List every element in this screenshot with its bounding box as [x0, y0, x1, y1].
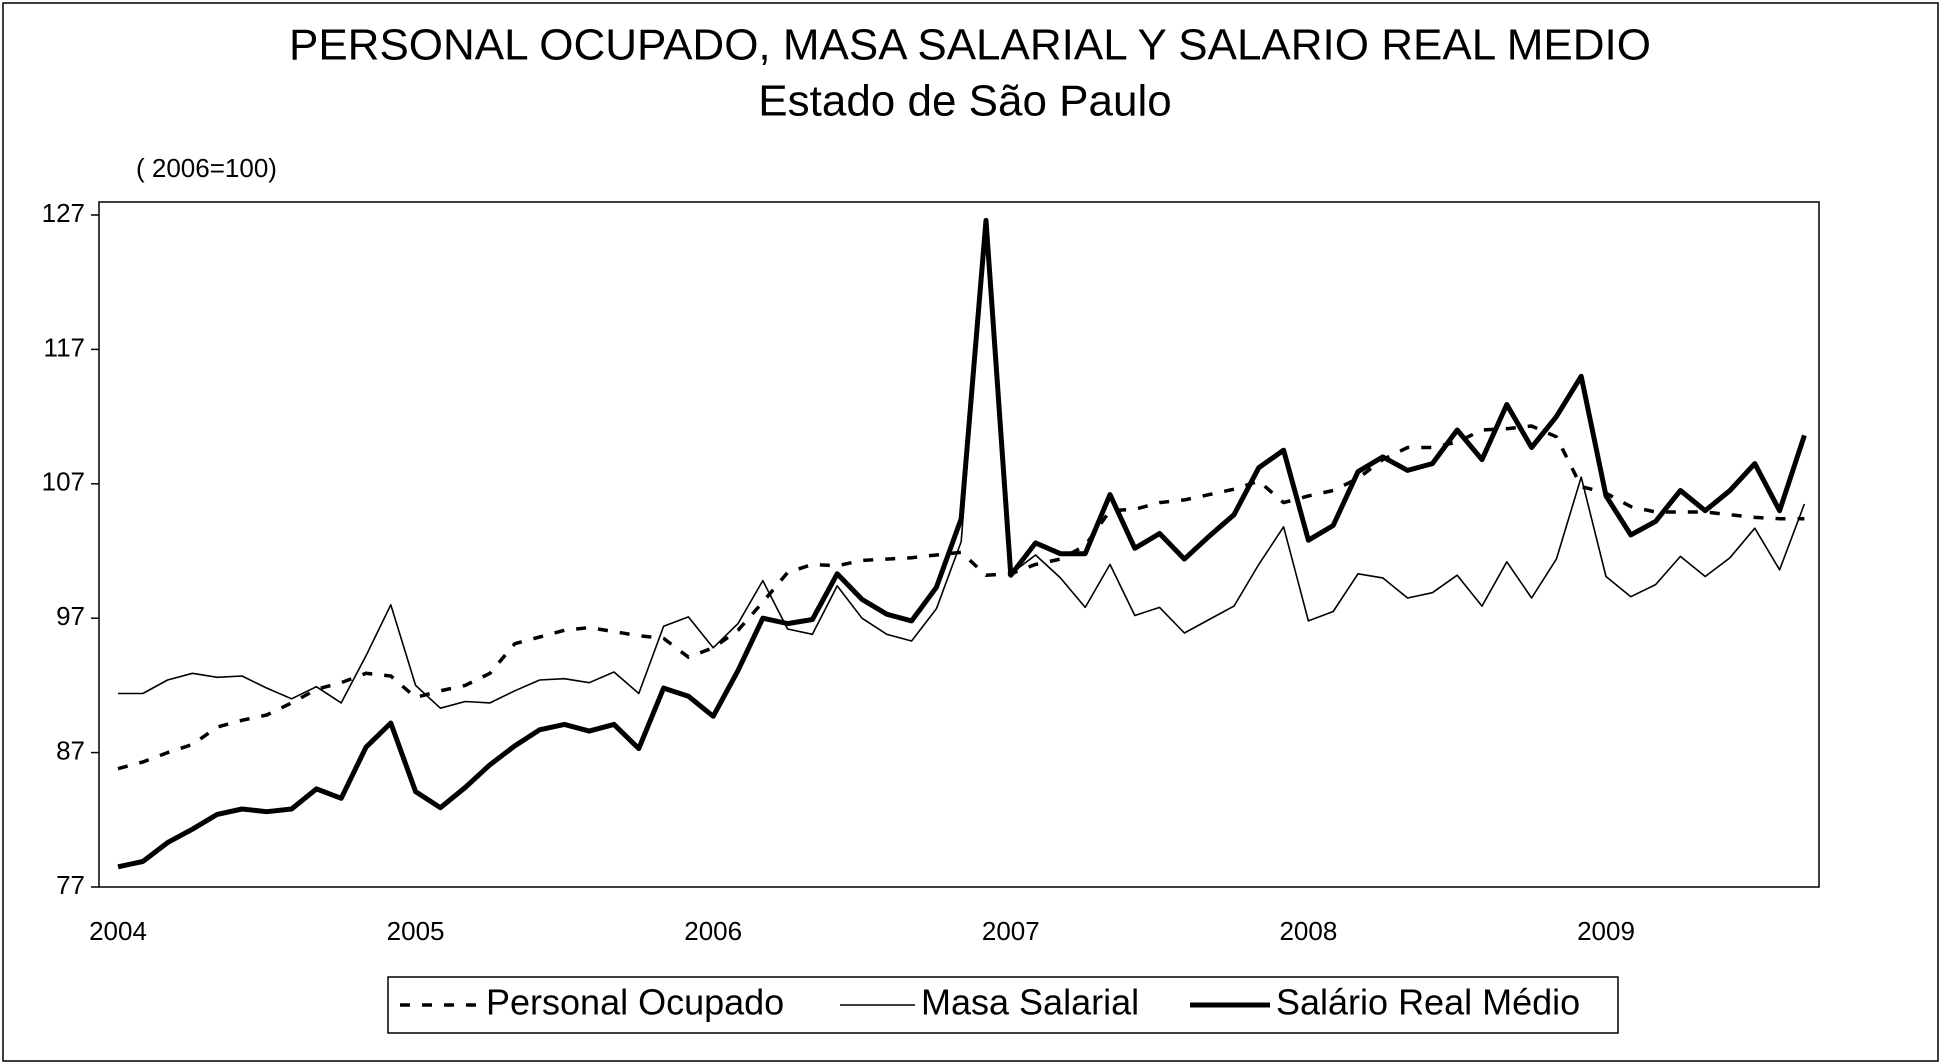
y-tick-label: 127 [42, 198, 85, 228]
legend-label: Salário Real Médio [1276, 982, 1580, 1023]
chart-subtitle: Estado de São Paulo [758, 77, 1171, 126]
x-tick-label: 2005 [387, 916, 445, 946]
y-tick-label: 107 [42, 467, 85, 497]
plot-area [98, 201, 1820, 888]
series-line [117, 217, 1807, 870]
x-tick-label: 2009 [1577, 916, 1635, 946]
series-line [117, 424, 1805, 771]
legend-box [387, 976, 1619, 1034]
x-tick-label: 2006 [684, 916, 742, 946]
legend-label: Personal Ocupado [486, 982, 784, 1023]
chart-title: PERSONAL OCUPADO, MASA SALARIAL Y SALARI… [289, 21, 1651, 70]
y-tick-label: 77 [56, 870, 85, 900]
y-tick-label: 117 [44, 332, 85, 362]
y-unit: ( 2006=100) [136, 153, 277, 183]
x-tick-label: 2008 [1279, 916, 1337, 946]
x-tick-label: 2007 [982, 916, 1040, 946]
x-tick-label: 2004 [89, 916, 147, 946]
series-line [118, 219, 1806, 709]
legend-label: Masa Salarial [921, 982, 1139, 1023]
y-tick-label: 87 [56, 735, 85, 765]
y-tick-label: 97 [56, 601, 85, 631]
